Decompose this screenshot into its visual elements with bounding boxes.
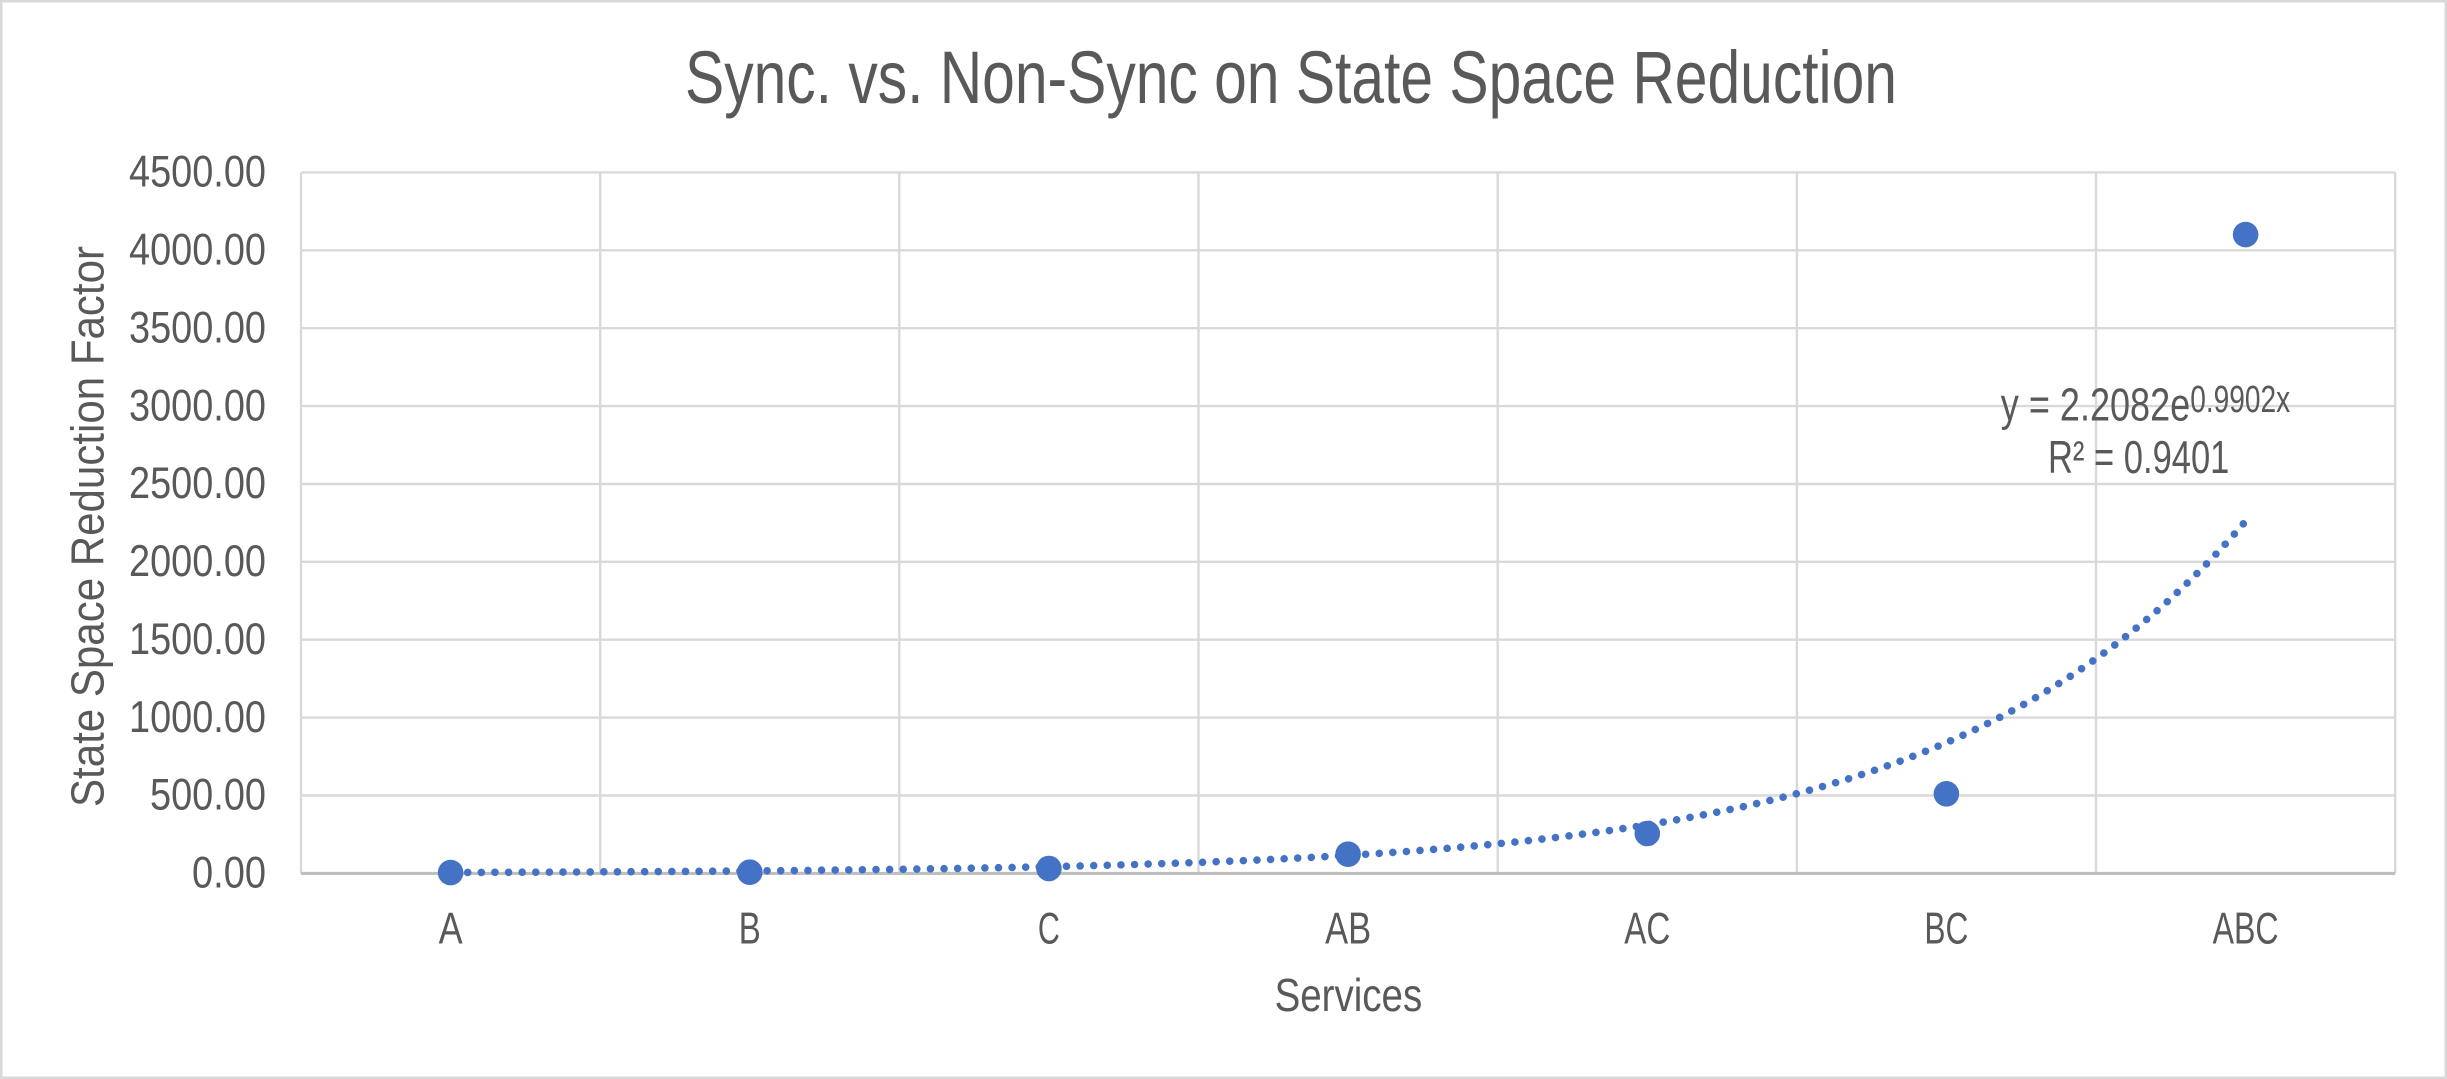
svg-text:B: B xyxy=(739,905,761,954)
svg-text:3000.00: 3000.00 xyxy=(129,381,266,430)
svg-text:ABC: ABC xyxy=(2213,905,2279,954)
svg-text:4500.00: 4500.00 xyxy=(129,148,266,197)
svg-text:BC: BC xyxy=(1924,905,1968,954)
svg-text:1000.00: 1000.00 xyxy=(129,693,266,742)
svg-text:C: C xyxy=(1038,905,1060,954)
svg-text:AB: AB xyxy=(1325,905,1371,954)
svg-text:2500.00: 2500.00 xyxy=(129,459,266,508)
svg-text:4000.00: 4000.00 xyxy=(129,226,266,275)
svg-text:State Space Reduction Factor: State Space Reduction Factor xyxy=(62,246,114,807)
svg-text:y = 2.2082e0.9902x: y = 2.2082e0.9902x xyxy=(2001,378,2290,430)
svg-text:Services: Services xyxy=(1275,969,1423,1021)
svg-text:AC: AC xyxy=(1624,905,1670,954)
svg-text:1500.00: 1500.00 xyxy=(129,615,266,664)
svg-text:3500.00: 3500.00 xyxy=(129,303,266,352)
svg-text:R² = 0.9401: R² = 0.9401 xyxy=(2048,431,2229,483)
svg-text:2000.00: 2000.00 xyxy=(129,537,266,586)
svg-text:0.00: 0.00 xyxy=(192,849,266,898)
svg-text:Sync. vs. Non-Sync on State Sp: Sync. vs. Non-Sync on State Space Reduct… xyxy=(685,36,1897,119)
svg-text:A: A xyxy=(439,905,463,954)
svg-text:500.00: 500.00 xyxy=(150,771,266,820)
